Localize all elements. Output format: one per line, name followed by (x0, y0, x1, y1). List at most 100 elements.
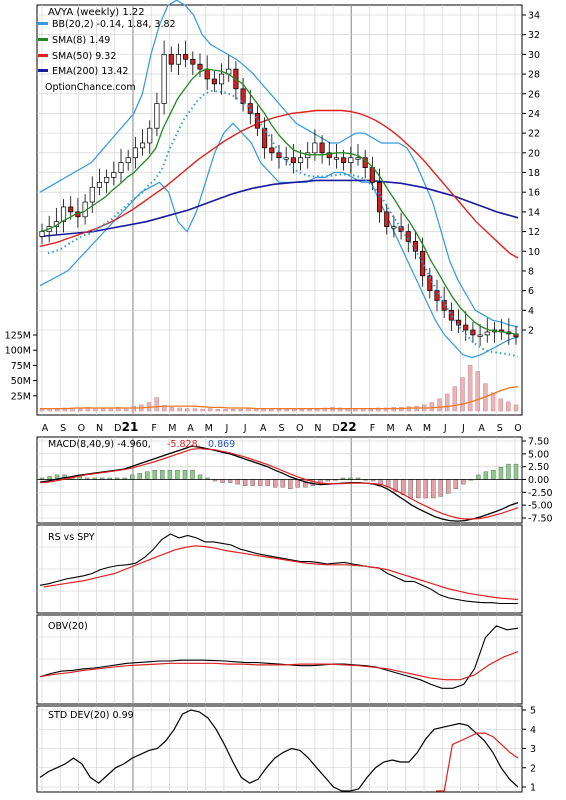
candle-body (398, 226, 404, 232)
volume-bar (77, 408, 83, 412)
rs-ma-line (43, 545, 519, 601)
volume-bar (55, 408, 60, 412)
x-axis-label: M (205, 423, 213, 434)
candle-body (89, 186, 95, 203)
rs-label: RS vs SPY (48, 532, 95, 543)
price-tick-label: 8 (528, 266, 534, 277)
obv-panel (36, 614, 523, 705)
candle-body (384, 211, 390, 227)
macd-histogram-bar (438, 479, 443, 497)
std-tick-label: 2 (530, 763, 536, 774)
candle-body (68, 206, 74, 213)
macd-signal-line (39, 448, 519, 520)
macd-histogram-bar (257, 479, 263, 486)
price-tick-label: 16 (528, 188, 540, 199)
candle-body (111, 172, 117, 178)
volume-bar (154, 397, 159, 412)
price-tick-label: 22 (528, 129, 540, 140)
macd-tick-label: 5.00 (528, 449, 549, 460)
macd-histogram-bar (295, 479, 301, 488)
candle-body (477, 334, 483, 337)
x-axis-label: O (78, 423, 85, 434)
price-tick-label: 20 (528, 148, 540, 159)
volume-bar (100, 408, 106, 412)
price-tick-label: 10 (528, 247, 540, 258)
std-tick-label: 5 (530, 706, 536, 717)
volume-bar (185, 408, 190, 412)
volume-bar (437, 398, 442, 412)
macd-histogram-bar (145, 471, 150, 480)
volume-bar (246, 408, 251, 412)
x-axis-label: N (314, 423, 321, 434)
volume-bar (261, 408, 266, 412)
x-axis-label: F (370, 423, 375, 434)
x-axis-label: J (443, 423, 447, 434)
obv-label: OBV(20) (48, 621, 88, 632)
candle-body (240, 88, 246, 104)
macd-histogram-bar (242, 479, 248, 486)
macd-tick-label: 0.00 (528, 475, 549, 486)
candle-body (312, 142, 318, 154)
x-axis-label: J (243, 423, 247, 434)
x-axis-label: A (42, 423, 49, 434)
watermark: OptionChance.com (45, 82, 136, 93)
std-frame (36, 705, 523, 793)
macd-histogram-bar (476, 474, 481, 480)
candle-body (297, 157, 304, 164)
candle-body (154, 103, 160, 129)
macd-histogram-bar (265, 479, 270, 486)
bb-upper-line (39, 0, 519, 328)
bb-lower-line (39, 122, 519, 359)
macd-histogram-bar (280, 479, 285, 488)
x-axis-label: N (96, 423, 103, 434)
volume-bar (406, 406, 412, 412)
macd-tick-label: -5.00 (528, 501, 553, 512)
x-axis-label: 22 (340, 420, 357, 434)
price-tick-label: 26 (528, 89, 540, 100)
std-line (39, 709, 519, 792)
candle-body (125, 157, 131, 164)
macd-histogram-bar (408, 479, 413, 499)
rs-panel (36, 524, 523, 614)
legend-ema200: EMA(200) 13.42 (52, 66, 128, 77)
candle-body (161, 54, 167, 104)
std-tick-label: 1 (530, 783, 536, 794)
macd-histogram-bar (152, 470, 158, 480)
volume-bar (299, 408, 305, 412)
std-tick-label: 3 (530, 744, 536, 755)
macd-histogram-bar (227, 479, 233, 483)
volume-tick-label: 50M (11, 376, 31, 387)
volume-bar (513, 404, 519, 412)
macd-value-2: 0.869 (208, 439, 235, 450)
x-axis-label: S (60, 423, 66, 434)
volume-bar (177, 407, 182, 412)
volume-bar (498, 398, 503, 412)
candle-body (369, 167, 375, 183)
candle-body (118, 162, 124, 173)
macd-label: MACD(8,40,9) -4.960, (48, 439, 151, 450)
macd-histogram-bar (415, 479, 421, 499)
macd-histogram-bar (273, 479, 278, 488)
macd-panel: 7.505.00 2.50 0.00 -2.50 -5.00 -7.50 (36, 436, 553, 525)
macd-histogram-bar (182, 470, 188, 480)
sma50-line (39, 109, 519, 259)
candle-body (391, 226, 397, 229)
legend-bb: BB(20,2) -0.14, 1.84, 3.82 (52, 19, 176, 30)
candle-body (132, 147, 138, 159)
candle-body (319, 142, 325, 154)
candle-body (348, 157, 354, 164)
candle-body (455, 319, 462, 326)
macd-histogram-bar (400, 479, 406, 496)
x-axis-label: A (406, 423, 413, 434)
price-tick-label: 34 (528, 11, 540, 22)
candle-body (96, 181, 103, 188)
ticker-title: AVYA (weekly) 1.22 (48, 7, 145, 18)
macd-tick-label: 2.50 (528, 462, 549, 473)
price-tick-label: 24 (528, 109, 540, 120)
price-tick-label: 14 (528, 207, 540, 218)
volume-bar (284, 408, 289, 412)
macd-histogram-bar (160, 470, 165, 480)
macd-histogram-bar (175, 470, 180, 480)
sma8-line (39, 68, 519, 336)
